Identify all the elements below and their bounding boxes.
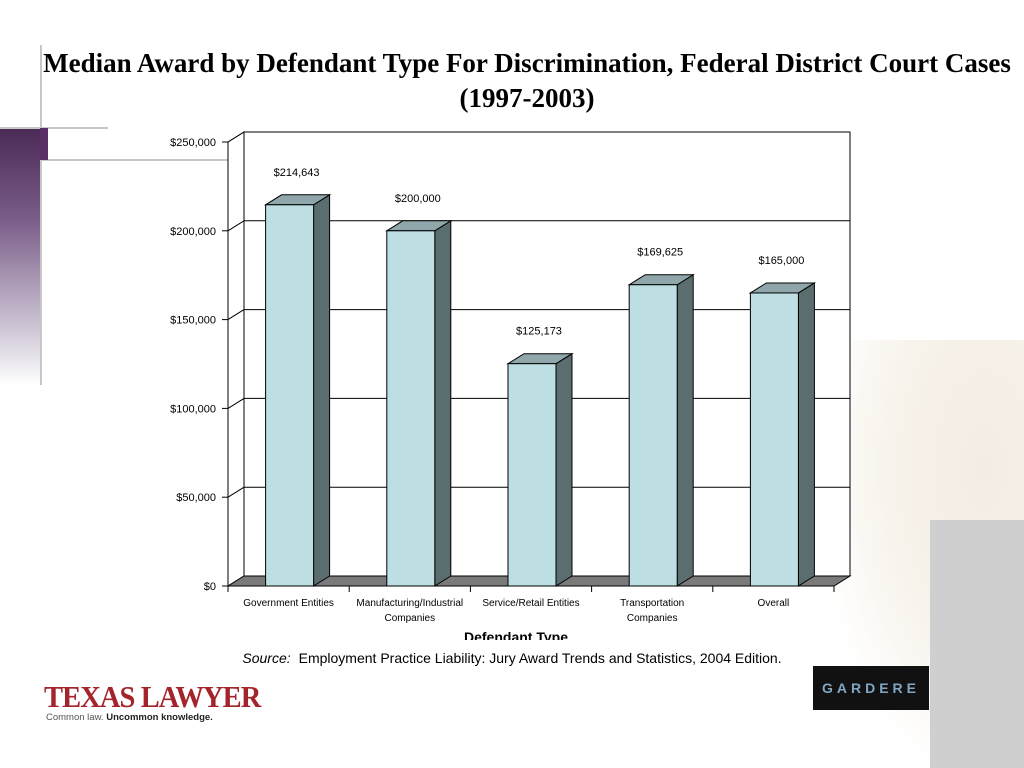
bar <box>265 204 315 587</box>
bar-side <box>676 273 694 587</box>
y-tick-label: $200,000 <box>170 226 216 238</box>
chart-side-wall <box>227 131 245 587</box>
gardere-wordmark: GARDERE <box>821 680 920 696</box>
decorative-horizontal-line-short <box>0 127 108 129</box>
x-tick-label: Government Entities <box>243 598 334 609</box>
x-tick-label: Companies <box>627 613 678 624</box>
gridline-depth <box>227 220 245 232</box>
x-tick-label: Companies <box>385 613 436 624</box>
data-label: $165,000 <box>758 255 804 267</box>
bar-side <box>555 352 573 587</box>
data-label: $169,625 <box>637 247 683 259</box>
gridline-depth <box>227 486 245 498</box>
data-label: $214,643 <box>274 167 320 179</box>
bar-side <box>797 282 815 587</box>
texas-lawyer-tagline: Common law. Uncommon knowledge. <box>46 712 224 724</box>
bar <box>749 292 799 587</box>
y-tick-label: $0 <box>204 581 216 593</box>
y-tick-label: $100,000 <box>170 403 216 415</box>
texas-lawyer-wordmark: TEXAS LAWYER <box>44 679 261 714</box>
left-gradient-bar <box>0 128 40 386</box>
gridline-depth <box>227 397 245 409</box>
data-label: $125,173 <box>516 326 562 338</box>
bar <box>628 284 678 587</box>
x-tick-label: Overall <box>758 598 790 609</box>
background-gray-panel <box>930 520 1024 768</box>
source-label: Source: <box>242 650 291 666</box>
x-axis-title: Defendant Type <box>464 629 568 640</box>
accent-block <box>40 128 48 160</box>
gridline-depth <box>227 309 245 321</box>
texas-lawyer-logo: TEXAS LAWYER Common law. Uncommon knowle… <box>44 679 261 732</box>
source-note: Source: Employment Practice Liability: Ju… <box>0 650 1024 666</box>
y-tick-label: $50,000 <box>176 492 216 504</box>
data-label: $200,000 <box>395 193 441 205</box>
bar-chart: $0 $50,000 $100,000 $150,000 $200,000 $250,00… <box>170 131 852 640</box>
bar-side <box>434 219 452 587</box>
y-tick-label: $150,000 <box>170 315 216 327</box>
x-tick-label: Transportation <box>620 598 684 609</box>
gardere-logo: GARDERE <box>813 666 929 710</box>
x-tick-label: Manufacturing/Industrial <box>356 598 463 609</box>
y-tick-label: $250,000 <box>170 137 216 149</box>
tagline-plain: Common law. <box>46 712 104 723</box>
bar <box>507 363 557 587</box>
bar <box>386 230 436 587</box>
x-tick-label: Service/Retail Entities <box>482 598 579 609</box>
tagline-bold: Uncommon knowledge. <box>106 712 213 723</box>
gridline-depth <box>227 131 245 143</box>
decorative-vertical-line <box>40 45 42 385</box>
slide-title: Median Award by Defendant Type For Discr… <box>43 48 1011 113</box>
bar-side <box>313 193 331 587</box>
source-text: Employment Practice Liability: Jury Awar… <box>298 650 782 666</box>
